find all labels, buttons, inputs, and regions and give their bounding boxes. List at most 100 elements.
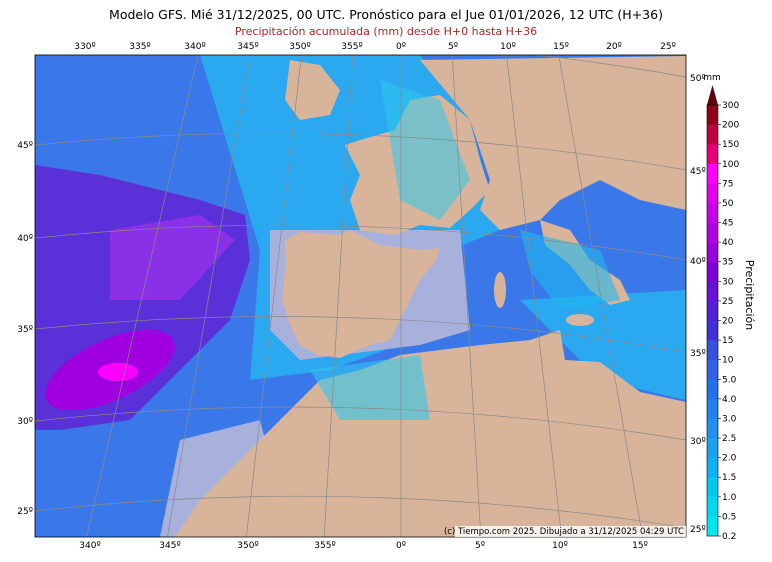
map-frame [34,54,687,538]
longitude-label: 355º [314,541,335,551]
precip-max [98,363,138,381]
colorbar-band [707,516,718,537]
land [566,314,594,326]
colorbar-label: 0.5 [722,512,736,522]
longitude-label: 335º [129,42,150,52]
longitude-label: 350º [289,42,310,52]
meridian [323,55,354,537]
colorbar-label: 4.0 [722,395,737,405]
longitude-label: 0º [396,42,406,52]
latitude-label: 45º [17,141,33,151]
subtitle: Precipitación acumulada (mm) desde H+0 h… [235,25,537,38]
longitude-label: 330º [74,42,95,52]
longitude-label: 25º [660,42,676,52]
colorbar-band [707,105,718,125]
longitude-label: 5º [448,42,458,52]
precip-heavy [110,215,235,300]
colorbar-band [707,144,718,165]
map: (c) Tiempo.com 2025. Dibujado a 31/12/20… [34,54,687,538]
latitude-label: 35º [690,349,706,359]
title: Modelo GFS. Mié 31/12/2025, 00 UTC. Pron… [109,7,663,22]
meridian [506,55,563,537]
colorbar-band [707,242,718,263]
longitude-label: 355º [341,42,362,52]
longitude-label: 15º [632,541,648,551]
meridian [558,55,643,537]
colorbar-band [707,183,718,204]
longitude-label: 345º [159,541,180,551]
colorbar-label: 20 [722,317,734,327]
longitude-label: 340º [79,541,100,551]
longitude-label: 15º [553,42,569,52]
colorbar-label: 25 [722,297,733,307]
land [420,56,686,230]
colorbar-band [707,281,718,302]
colorbar-label: 10 [722,356,734,366]
latitude-label: 30º [690,437,706,447]
colorbar-label: 0.2 [722,532,736,542]
colorbar-label: 30 [722,277,734,287]
colorbar-arrow [707,85,718,105]
parallel [35,495,686,529]
colorbar-band [707,398,718,419]
meridian [245,55,302,537]
colorbar-band [707,359,718,380]
colorbar-band [707,261,718,282]
colorbar-label: 150 [722,140,739,150]
colorbar-label: 1.5 [722,473,736,483]
longitude-label: 350º [237,541,258,551]
latitude-label: 35º [17,325,33,335]
colorbar-label: 45 [722,219,733,229]
legend-unit: mm [703,73,721,83]
colorbar-band [707,457,718,478]
meridian [451,55,482,537]
colorbar-label: 5.0 [722,375,737,385]
colorbar-band [707,163,718,184]
colorbar-label: 35 [722,258,733,268]
colorbar-band [707,124,718,145]
longitude-label: 10º [552,541,568,551]
credit-bg [455,526,686,537]
meridian [167,55,251,537]
colorbar-band [707,202,718,223]
precip-light [310,355,430,420]
colorbar-label: 1.0 [722,493,737,503]
colorbar-label: 300 [722,101,739,111]
credit: (c) Tiempo.com 2025. Dibujado a 31/12/20… [444,527,684,537]
longitude-label: 0º [396,541,406,551]
colorbar-label: 200 [722,121,739,131]
land [282,230,440,358]
latitude-label: 25º [17,507,33,517]
precip-light [520,230,620,310]
latitude-label: 50º [690,74,706,84]
colorbar-band [707,300,718,321]
precip-light [380,80,470,220]
colorbar-label: 75 [722,179,733,189]
colorbar-band [707,379,718,400]
precip-light [520,290,686,400]
legend-label: Precipitación [743,260,756,331]
colorbar-band [707,320,718,341]
longitude-label: 20º [606,42,622,52]
parallel [35,316,686,353]
meridian [86,55,199,537]
colorbar-band [707,222,718,243]
latitude-label: 25º [690,525,706,535]
land [285,60,340,120]
colorbar-label: 100 [722,160,739,170]
colorbar-band [707,438,718,458]
parallel [534,55,686,78]
colorbar-band [707,477,718,498]
colorbar-label: 2.0 [722,454,737,464]
land [494,272,506,308]
latitude-label: 45º [690,167,706,177]
colorbar-label: 15 [722,336,733,346]
parallel [35,224,686,261]
colorbar-band [707,496,718,517]
latitude-label: 40º [17,234,33,244]
colorbar-band [707,418,718,439]
land [175,330,686,537]
colorbar-label: 40 [722,238,734,248]
colorbar-label: 2.5 [722,434,736,444]
